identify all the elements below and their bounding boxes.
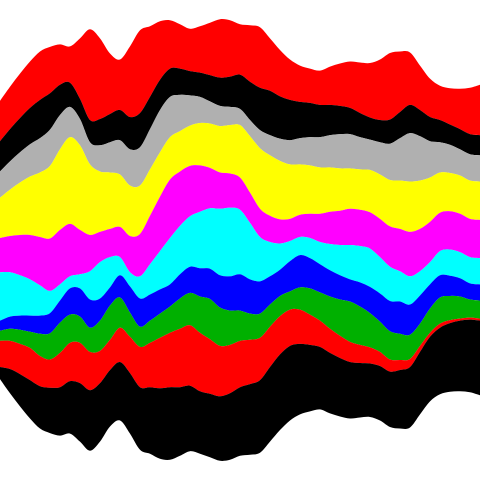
stream-layer-6 [0,122,480,239]
stream-layer-1 [0,308,480,397]
stream-layer-7 [0,94,480,198]
stream-layer-8 [0,67,480,172]
stream-layer-5 [0,165,480,291]
stream-layer-4 [0,207,480,321]
stream-layer-3 [0,255,480,336]
stream-layer-9 [0,19,480,142]
stream-layer-2 [0,287,480,361]
stream-layer-0 [0,319,480,461]
